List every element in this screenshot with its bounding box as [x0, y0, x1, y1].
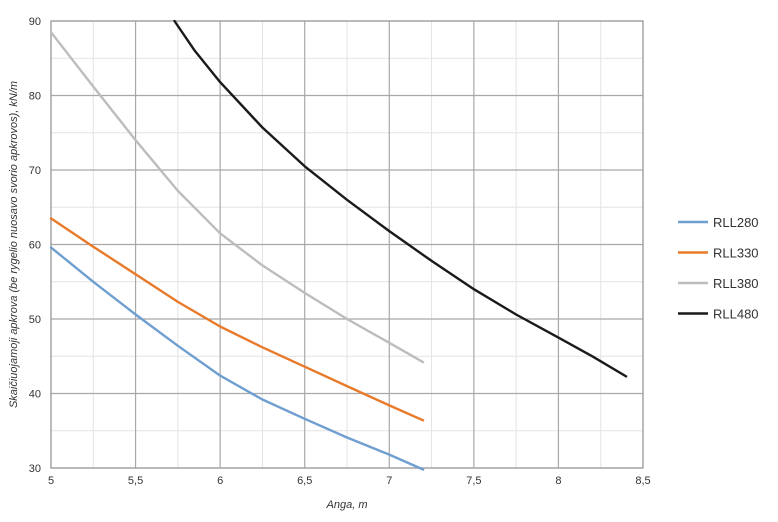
series-line-rll480: [173, 19, 628, 378]
y-axis-title: Skaičiuojamoji apkrova (be rygelio nuosa…: [8, 81, 20, 408]
x-tick-label: 8,5: [635, 475, 650, 487]
x-tick-label: 8: [555, 475, 561, 487]
legend-label-rll480: RLL480: [713, 307, 759, 322]
x-tick-label: 7,5: [466, 475, 481, 487]
y-tick-label: 60: [29, 240, 41, 252]
legend-label-rll380: RLL380: [713, 276, 759, 291]
x-tick-label: 5,5: [128, 475, 143, 487]
series-line-rll330: [49, 217, 425, 422]
y-tick-label: 80: [29, 91, 41, 103]
series-line-rll280: [49, 246, 425, 471]
y-tick-label: 40: [29, 389, 41, 401]
series-line-rll380: [49, 31, 425, 364]
y-tick-label: 90: [29, 16, 41, 28]
plot-frame: [50, 20, 644, 469]
x-tick-label: 6: [217, 475, 223, 487]
y-axis-tick-labels: 30 40 50 60 70 80 90: [29, 16, 41, 475]
legend-label-rll330: RLL330: [713, 246, 759, 261]
legend-label-rll280: RLL280: [713, 215, 759, 230]
x-tick-label: 7: [386, 475, 392, 487]
x-tick-label: 5: [48, 475, 54, 487]
plot-area-border: [50, 20, 644, 469]
series-lines: [49, 19, 628, 471]
y-tick-label: 30: [29, 463, 41, 475]
legend: RLL280 RLL330 RLL380 RLL480: [678, 215, 759, 322]
y-tick-label: 50: [29, 314, 41, 326]
y-tick-label: 70: [29, 165, 41, 177]
x-axis-title: Anga, m: [326, 499, 368, 511]
x-axis-tick-labels: 5 5,5 6 6,5 7 7,5 8 8,5: [48, 475, 651, 487]
x-tick-label: 6,5: [297, 475, 312, 487]
